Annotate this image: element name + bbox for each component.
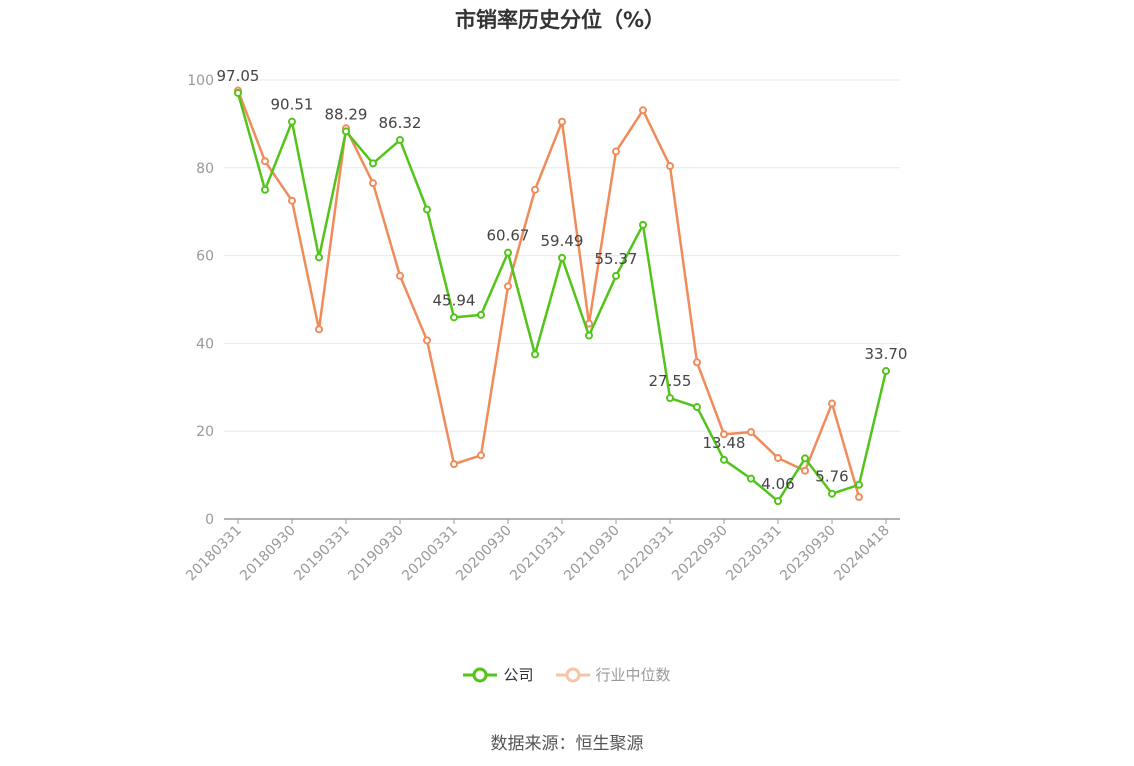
industry-data-point [531, 185, 539, 194]
x-tick-label: 20200331 [399, 523, 461, 585]
company-data-point [261, 185, 269, 194]
company-data-point [288, 117, 296, 126]
industry-data-point [828, 399, 836, 408]
company-data-point [828, 489, 836, 498]
data-label: 60.67 [487, 227, 530, 245]
x-tick-label: 20240418 [831, 523, 893, 585]
company-series-line [236, 92, 888, 503]
legend-label-industry-median: 行业中位数 [595, 666, 671, 684]
industry-data-point [666, 162, 674, 171]
industry-data-point [720, 430, 728, 439]
company-data-point [801, 454, 809, 463]
data-labels: 97.05 90.51 88.29 86.32 45.94 60.67 59.49 55.37… [217, 67, 908, 493]
data-label: 4.06 [761, 475, 794, 493]
legend-industry-icon [555, 667, 590, 682]
x-tick-label: 20220331 [615, 523, 677, 585]
chart-title: 市销率历史分位（%） [454, 8, 666, 32]
data-label: 33.70 [865, 345, 908, 363]
y-tick-label: 60 [196, 249, 214, 265]
y-tick-label: 40 [196, 336, 214, 352]
source-note: 数据来源：恒生聚源 [490, 734, 644, 754]
company-data-point [585, 331, 593, 340]
industry-data-point [477, 451, 485, 460]
data-label: 45.94 [433, 291, 476, 309]
company-data-point [855, 480, 863, 489]
y-tick-label: 80 [196, 161, 214, 177]
company-data-point [504, 248, 512, 257]
data-label: 97.05 [217, 67, 260, 85]
legend-item-industry-median[interactable]: 行业中位数 [555, 664, 671, 685]
company-data-point [396, 136, 404, 145]
industry-series-line [236, 90, 861, 498]
y-tick-label: 0 [205, 512, 214, 528]
legend-item-company[interactable]: 公司 [463, 664, 534, 685]
x-tick-label: 20180331 [183, 523, 245, 585]
industry-data-point [315, 325, 323, 334]
industry-data-point [612, 147, 620, 156]
data-label: 59.49 [541, 232, 584, 250]
industry-data-point [558, 117, 566, 126]
company-data-point [342, 127, 350, 136]
company-data-point [612, 271, 620, 280]
industry-data-point [855, 493, 863, 502]
company-data-point [882, 367, 890, 376]
company-data-point [693, 403, 701, 412]
industry-data-point [801, 466, 809, 475]
y-tick-label: 100 [187, 73, 214, 89]
company-data-point [558, 253, 566, 262]
company-data-point [477, 310, 485, 319]
x-tick-label: 20210930 [561, 523, 623, 585]
company-data-point [639, 220, 647, 229]
data-label: 88.29 [325, 105, 368, 123]
data-label: 5.76 [815, 468, 848, 486]
company-data-point [720, 455, 728, 464]
data-label: 90.51 [271, 96, 314, 114]
industry-data-point [504, 282, 512, 291]
company-data-point [531, 350, 539, 359]
company-data-point [747, 474, 755, 483]
industry-data-point [261, 157, 269, 166]
x-tick-label: 20230930 [777, 523, 839, 585]
company-data-point [423, 205, 431, 214]
x-tick-label: 20180930 [237, 523, 299, 585]
industry-data-point [423, 336, 431, 345]
data-label: 86.32 [379, 114, 422, 132]
company-data-point [315, 253, 323, 262]
x-tick-label: 20230331 [723, 523, 785, 585]
company-data-point [666, 394, 674, 403]
legend: 公司 行业中位数 [0, 664, 1134, 685]
x-tick-label: 20190930 [345, 523, 407, 585]
company-data-point [774, 497, 782, 506]
industry-data-point [774, 453, 782, 462]
industry-data-point [639, 106, 647, 115]
data-label: 55.37 [595, 250, 638, 268]
industry-data-point [369, 179, 377, 188]
y-tick-label: 20 [196, 424, 214, 440]
series-lines [234, 86, 890, 506]
industry-data-point [288, 196, 296, 205]
industry-data-point [450, 460, 458, 469]
company-data-point [234, 88, 242, 97]
industry-data-point [747, 428, 755, 437]
industry-data-point [693, 358, 701, 367]
legend-company-icon [463, 667, 498, 682]
x-tick-label: 20200930 [453, 523, 515, 585]
x-tick-label: 20220930 [669, 523, 731, 585]
x-tick-label: 20190331 [291, 523, 353, 585]
company-data-point [450, 313, 458, 322]
data-label: 27.55 [649, 372, 692, 390]
company-data-point [369, 159, 377, 168]
legend-label-company: 公司 [503, 666, 534, 684]
x-tick-label: 20210331 [507, 523, 569, 585]
data-label: 13.48 [703, 434, 746, 452]
industry-data-point [396, 271, 404, 280]
